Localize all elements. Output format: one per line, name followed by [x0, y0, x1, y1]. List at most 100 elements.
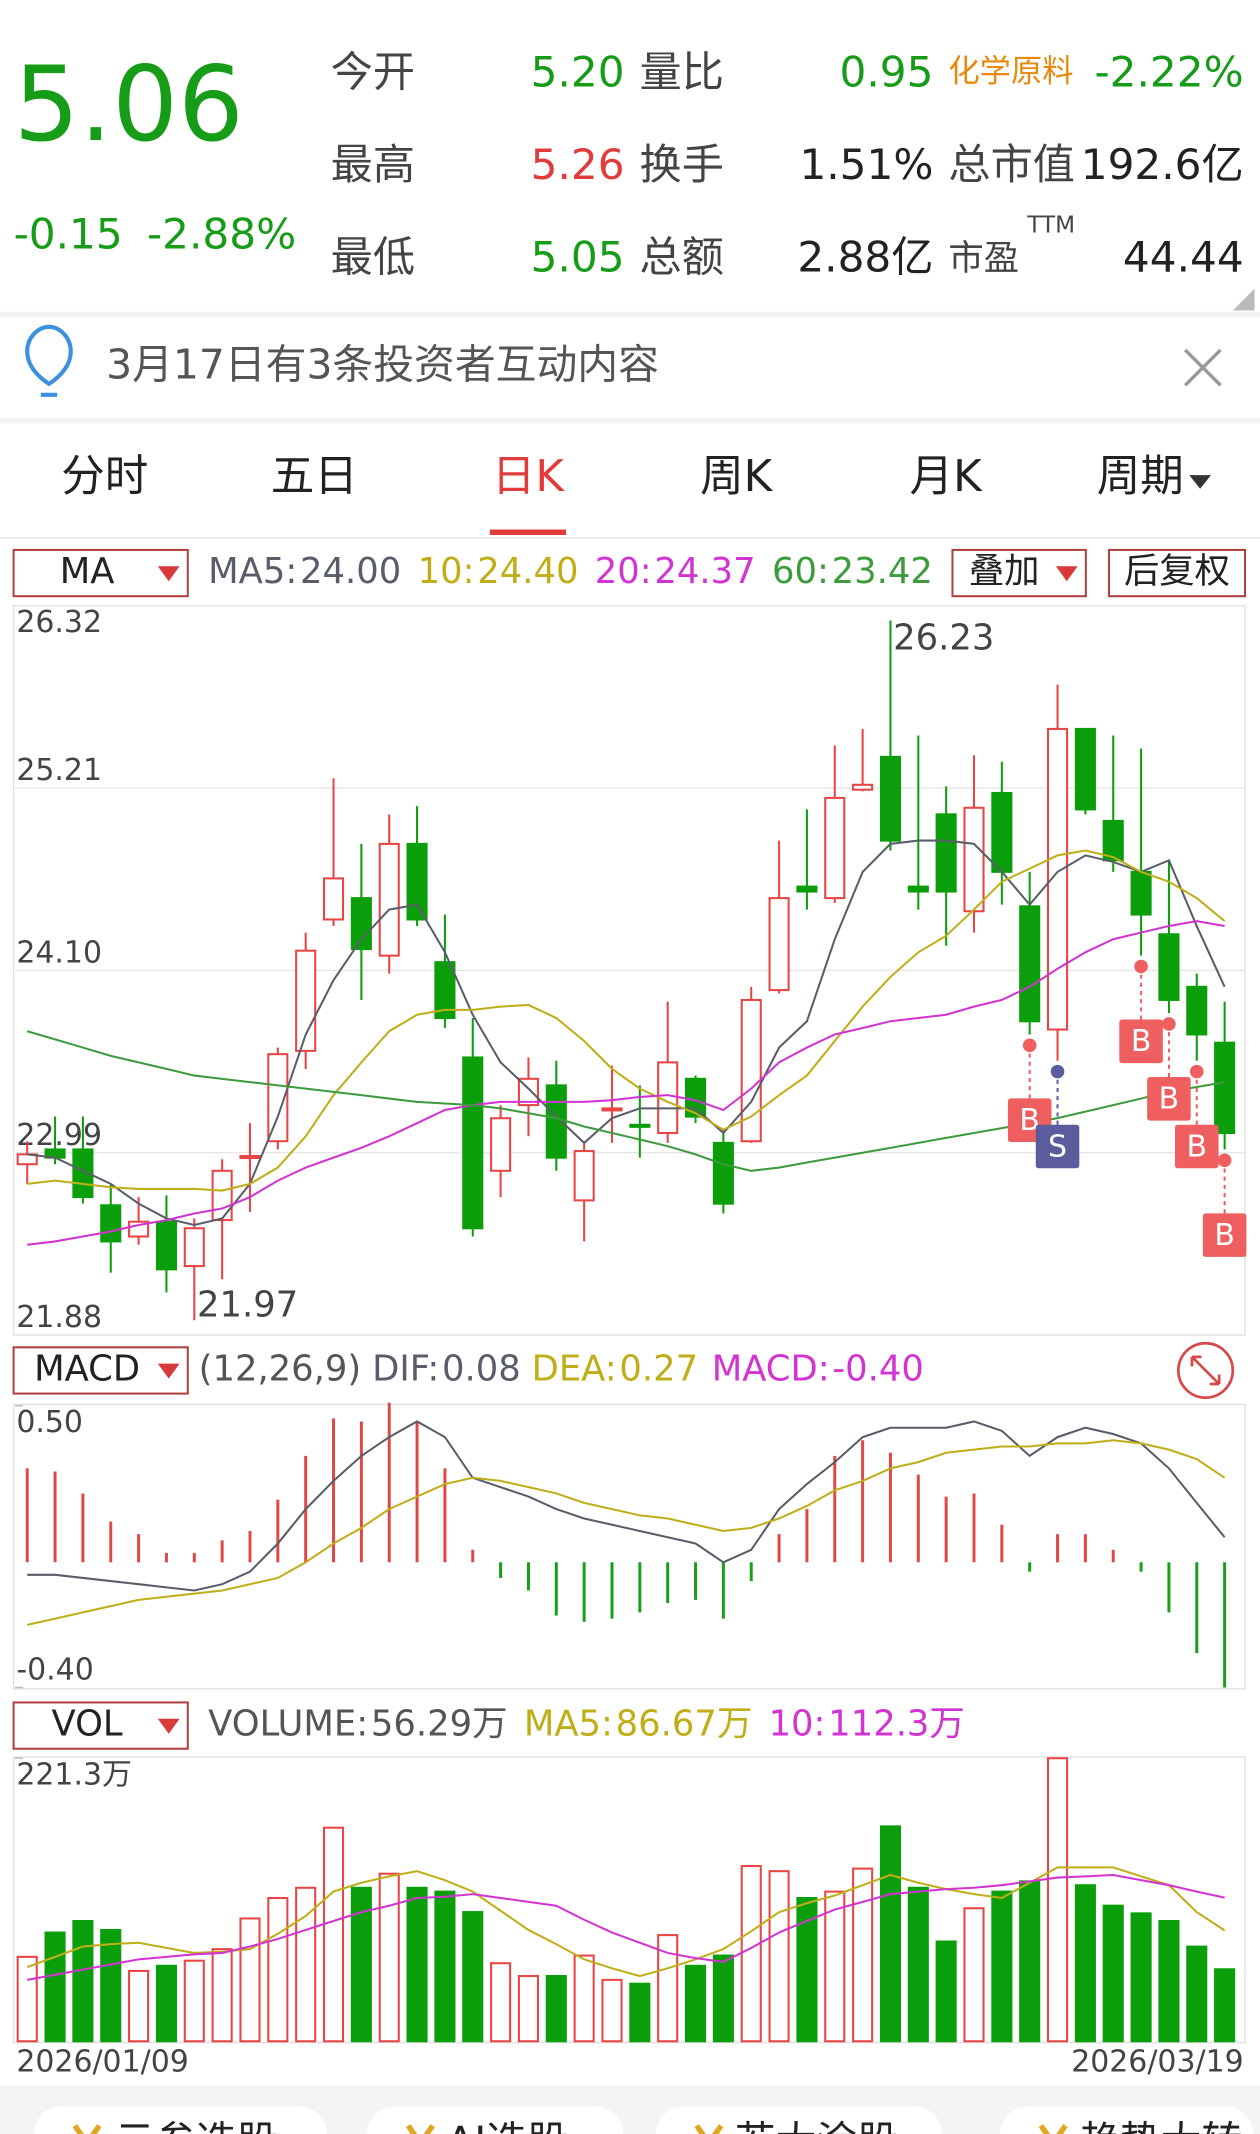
shortcut-icon — [694, 2124, 724, 2134]
ma-line — [26, 1866, 1226, 1978]
volume-bar — [879, 1825, 902, 2043]
volume-bar — [545, 1975, 567, 2043]
y-tick-label: 26.32 — [16, 605, 102, 640]
candle-body — [879, 755, 902, 842]
stat-label: 今开 — [331, 48, 415, 97]
indicator-name[interactable]: MACD — [34, 1348, 140, 1389]
volume-bar — [657, 1934, 679, 2043]
candle-body — [462, 1056, 484, 1230]
sector-change: -2.22% — [1094, 48, 1243, 97]
indicator-select[interactable]: MACD — [12, 1346, 189, 1395]
volume-bar — [378, 1872, 400, 2043]
legend-label: DIF: — [372, 1348, 439, 1389]
indicator-select[interactable]: VOL — [12, 1701, 189, 1750]
legend-label: MA5: — [524, 1704, 613, 1745]
indicator-select[interactable]: MA — [12, 548, 189, 598]
stat-value: 1.51% — [799, 140, 933, 189]
close-button[interactable] — [1183, 348, 1222, 387]
sector-name[interactable]: 化学原料 — [948, 53, 1073, 89]
candle-body — [852, 783, 874, 791]
stat-value: 192.6亿 — [1081, 140, 1244, 189]
tab[interactable]: 分时 — [61, 452, 148, 502]
ma-line — [27, 1873, 1225, 1981]
indicator-name[interactable]: MA — [60, 551, 115, 592]
shortcut-pill[interactable] — [34, 2106, 327, 2134]
candle-body — [935, 813, 957, 893]
volume-bar — [322, 1826, 345, 2043]
stat-value: 2.88亿 — [797, 233, 933, 282]
volume-bar — [824, 1890, 846, 2043]
candle-body — [183, 1227, 205, 1268]
signal-label: B — [1214, 1218, 1235, 1253]
volume-bar — [1019, 1880, 1041, 2043]
legend-value: 56.29万 — [371, 1704, 508, 1745]
shortcut-pill[interactable] — [655, 2106, 942, 2134]
candle-body — [991, 791, 1013, 873]
tab[interactable]: 月K — [910, 452, 984, 502]
legend-label: 10: — [418, 551, 475, 592]
candle-body — [629, 1123, 651, 1128]
stat-label: 市盈 — [948, 238, 1019, 279]
candle-body — [490, 1117, 512, 1172]
candle-body — [1074, 727, 1096, 811]
shortcut-label[interactable]: 趋势大转 — [1079, 2118, 1242, 2134]
volume-bar — [490, 1962, 512, 2043]
volume-bar — [1186, 1945, 1208, 2043]
shortcut-label[interactable]: 若大涂股 — [735, 2118, 898, 2134]
legend: MA5: 24.00 10: 24.40 20: 24.37 60: 23.42 — [208, 551, 933, 592]
volume-bar — [72, 1920, 94, 2043]
volume-bar — [1158, 1920, 1180, 2043]
tab-active[interactable]: 日K — [492, 452, 566, 502]
legend-value: 24.40 — [477, 551, 578, 592]
volume-bar — [1046, 1757, 1069, 2043]
legend-label: VOLUME: — [208, 1704, 368, 1745]
overlay-button[interactable]: 叠加 — [951, 548, 1087, 598]
volume-bar — [1074, 1884, 1096, 2043]
button-label[interactable]: 后复权 — [1124, 551, 1230, 592]
price-change-pct: -2.88% — [147, 209, 296, 258]
shortcut-label[interactable]: 云参选股 — [114, 2118, 277, 2134]
stat-label: 换手 — [640, 140, 724, 189]
expand-button[interactable] — [1176, 1341, 1235, 1400]
candle-body — [1186, 985, 1208, 1036]
shortcut-label[interactable]: AI选股 — [446, 2118, 568, 2134]
candle-body — [963, 806, 985, 913]
tab[interactable]: 周K — [700, 452, 774, 502]
indicator-name[interactable]: VOL — [52, 1704, 123, 1745]
legend-params: (12,26,9) — [199, 1348, 362, 1389]
volume-bar — [128, 1969, 150, 2043]
candle-body — [211, 1169, 233, 1222]
volume-bar — [601, 1978, 623, 2043]
notice-text[interactable]: 3月17日有3条投资者互动内容 — [106, 341, 659, 389]
signal-label: S — [1048, 1129, 1067, 1164]
volume-bar — [768, 1870, 790, 2043]
legend-label: 10: — [769, 1704, 826, 1745]
legend-value: 24.37 — [654, 551, 755, 592]
stat-value: 5.05 — [531, 233, 625, 282]
volume-frame — [12, 1756, 1246, 2044]
volume-bar — [406, 1886, 428, 2043]
ma-line — [26, 1439, 1226, 1626]
high-label: 26.23 — [893, 618, 994, 659]
signal-box — [1119, 1019, 1163, 1064]
stat-value: 5.26 — [531, 140, 625, 189]
stat-value: 44.44 — [1123, 233, 1244, 282]
tab[interactable]: 周期 — [1097, 452, 1184, 502]
candle-body — [322, 877, 345, 921]
signal-box — [1175, 1124, 1219, 1169]
volume-bar — [44, 1931, 66, 2043]
volume-bar — [852, 1867, 874, 2043]
y-tick-label: -0.40 — [16, 1653, 93, 1688]
signal-dot — [1189, 1064, 1204, 1079]
last-price: 5.06 — [14, 45, 244, 165]
tab[interactable]: 五日 — [271, 452, 358, 502]
stat-label: 总额 — [640, 233, 724, 282]
adjust-button[interactable]: 后复权 — [1107, 548, 1247, 598]
button-label[interactable]: 叠加 — [969, 551, 1040, 592]
volume-bar — [712, 1954, 734, 2043]
signal-box — [1035, 1124, 1080, 1169]
signal-dot — [1050, 1064, 1065, 1079]
volume-bar — [1102, 1904, 1124, 2043]
signal-box — [1202, 1213, 1247, 1257]
